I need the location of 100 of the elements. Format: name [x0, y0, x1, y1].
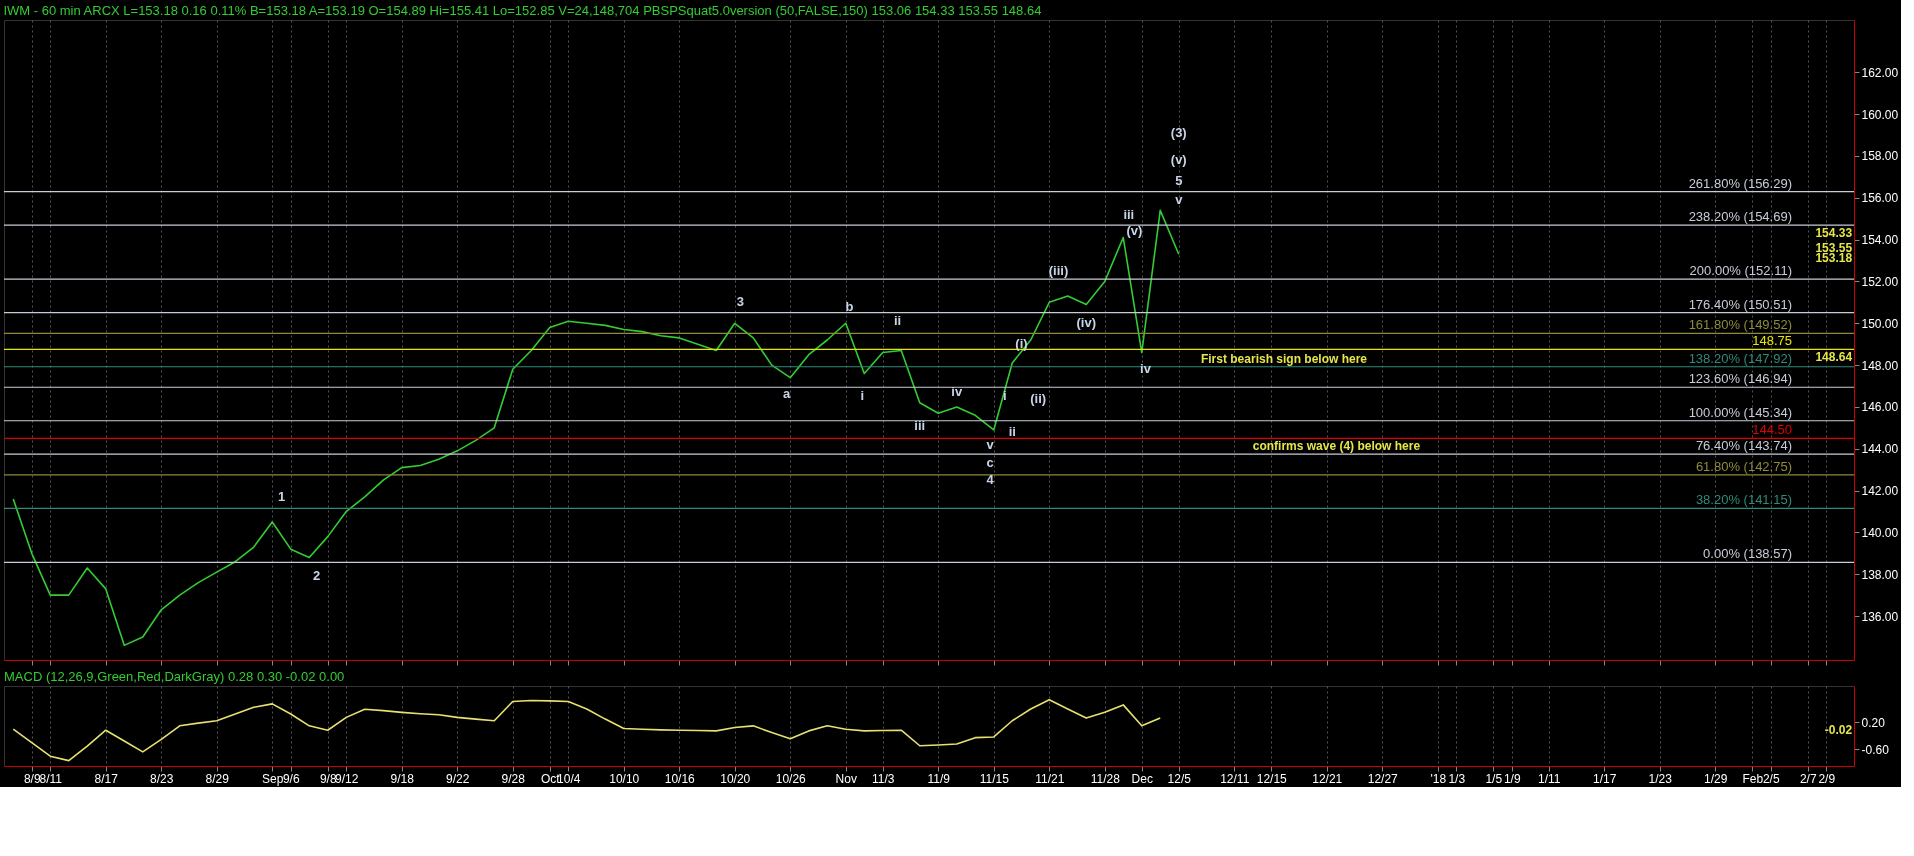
ref-line-label: 0.00% (138.57) [1703, 546, 1792, 562]
y-tick-label: 162.00 [1861, 65, 1899, 80]
ref-line-label: 144.50 [1752, 422, 1792, 438]
x-tick-label: Feb [1742, 771, 1764, 786]
annotation: 148.64 [1815, 349, 1853, 364]
annotation: i [860, 388, 865, 404]
x-tick-label: Nov [835, 771, 857, 786]
annotation: (v) [1126, 223, 1143, 239]
x-tick-label: Dec [1131, 771, 1153, 786]
line-series [12, 209, 1180, 647]
annotation: 1 [277, 488, 286, 504]
annotation: -0.02 [1824, 722, 1853, 737]
annotation: (iv) [1076, 315, 1096, 331]
ref-line-label: 61.80% (142.75) [1695, 458, 1792, 474]
ref-line-label: 123.60% (146.94) [1688, 371, 1792, 387]
ref-line-label: 238.20% (154.69) [1688, 209, 1792, 225]
x-tick-label: '18 [1430, 771, 1447, 786]
chart-title: IWM - 60 min ARCX L=153.18 0.16 0.11% B=153.18 A=153.19 O=154.89 Hi=155.41 Lo=152.85 V=24,148,704 PBSPSquat5.0version (50,FALSE,150) 153.06 154.33 153.55 148.64 [3, 3, 1042, 18]
y-tick-label: 140.00 [1861, 525, 1899, 540]
x-tick-label: 12/5 [1167, 771, 1192, 786]
x-tick-label: 9/18 [390, 771, 415, 786]
line-series [12, 699, 1162, 762]
ref-line-label: 138.20% (147.92) [1688, 350, 1792, 366]
x-tick-label: 1/29 [1704, 771, 1728, 786]
x-tick-label: 2/5 [1762, 771, 1780, 786]
annotation: confirms wave (4) below here [1252, 439, 1421, 454]
x-tick-label: 12/11 [1220, 771, 1250, 786]
annotation: iv [951, 384, 963, 400]
x-tick-label: 8/11 [39, 771, 63, 786]
annotation: v [986, 436, 995, 452]
annotation: 5 [1175, 173, 1183, 189]
ref-line-label: 100.00% (145.34) [1688, 404, 1792, 420]
x-tick-label: 9/22 [446, 771, 470, 786]
y-tick-label: 148.00 [1861, 358, 1899, 373]
y-tick-label: 154.00 [1861, 233, 1899, 248]
y-tick-label: 152.00 [1861, 274, 1899, 289]
x-tick-label: 9/28 [501, 771, 526, 786]
annotation: 4 [986, 472, 995, 488]
x-tick-label: 8/9 [23, 771, 41, 786]
annotation: 3 [736, 294, 744, 310]
annotation: 154.33 [1815, 225, 1853, 240]
annotation: ii [893, 313, 902, 329]
ref-line-label: 261.80% (156.29) [1688, 175, 1792, 191]
y-tick-label: 160.00 [1861, 107, 1899, 122]
annotation: (v) [1170, 152, 1187, 168]
annotation: iii [1123, 206, 1135, 222]
annotation: (3) [1170, 124, 1187, 140]
x-tick-label: 1/9 [1503, 771, 1521, 786]
x-tick-label: 11/3 [872, 771, 895, 786]
annotation: (ii) [1030, 390, 1047, 406]
x-tick-label: Sep [262, 771, 284, 786]
ref-line-label: 176.40% (150.51) [1688, 296, 1792, 312]
x-tick-label: 10/4 [557, 771, 581, 786]
y-tick-label: -0.60 [1861, 742, 1890, 757]
x-tick-label: 1/17 [1593, 771, 1617, 786]
y-tick-label: 146.00 [1861, 400, 1899, 415]
ref-line-label: 76.40% (143.74) [1695, 438, 1792, 454]
annotation: (i) [1015, 336, 1028, 352]
y-tick-label: 150.00 [1861, 316, 1899, 331]
annotation: v [1175, 191, 1184, 207]
x-tick-label: 12/15 [1256, 771, 1288, 786]
x-tick-label: 2/7 [1799, 771, 1817, 786]
y-tick-label: 136.00 [1861, 609, 1899, 624]
x-tick-label: 1/11 [1538, 771, 1561, 786]
ref-line-label: 161.80% (149.52) [1688, 317, 1792, 333]
annotation: ii [1008, 424, 1016, 440]
x-tick-label: 9/12 [335, 771, 359, 786]
chart-title: MACD (12,26,9,Green,Red,DarkGray) 0.28 0.30 -0.02 0.00 [4, 669, 345, 684]
x-tick-label: 1/3 [1448, 771, 1466, 786]
x-tick-label: 10/10 [609, 771, 640, 786]
annotation: b [845, 298, 854, 314]
x-tick-label: 11/21 [1035, 771, 1065, 786]
annotation: (iii) [1048, 262, 1069, 278]
annotation: iv [1140, 361, 1152, 377]
x-tick-label: 10/26 [775, 771, 807, 786]
y-tick-label: 156.00 [1861, 191, 1899, 206]
y-tick-label: 138.00 [1861, 567, 1899, 582]
x-tick-label: 11/9 [927, 771, 951, 786]
annotation: c [986, 455, 994, 471]
y-tick-label: 0.20 [1861, 715, 1886, 730]
annotation: First bearish sign below here [1200, 351, 1368, 366]
annotation: 2 [313, 568, 321, 584]
x-tick-label: 8/29 [205, 771, 230, 786]
x-tick-label: 1/23 [1648, 771, 1673, 786]
y-tick-label: 158.00 [1861, 149, 1899, 164]
annotation: a [782, 386, 791, 402]
x-tick-label: 1/5 [1485, 771, 1503, 786]
x-tick-label: 8/17 [94, 771, 119, 786]
x-tick-label: 2/9 [1818, 771, 1836, 786]
ref-line-label: 200.00% (152.11) [1689, 263, 1792, 279]
x-tick-label: 10/16 [664, 771, 696, 786]
y-tick-label: 144.00 [1861, 442, 1899, 457]
x-tick-label: 8/23 [150, 771, 174, 786]
ref-line-label: 38.20% (141.15) [1695, 492, 1792, 508]
annotation: i [1003, 388, 1007, 404]
annotation: iii [914, 417, 926, 433]
ref-line-label: 148.75 [1752, 333, 1792, 349]
x-tick-label: 11/28 [1090, 771, 1121, 786]
x-tick-label: 12/27 [1367, 771, 1399, 786]
x-tick-label: 10/20 [720, 771, 751, 786]
